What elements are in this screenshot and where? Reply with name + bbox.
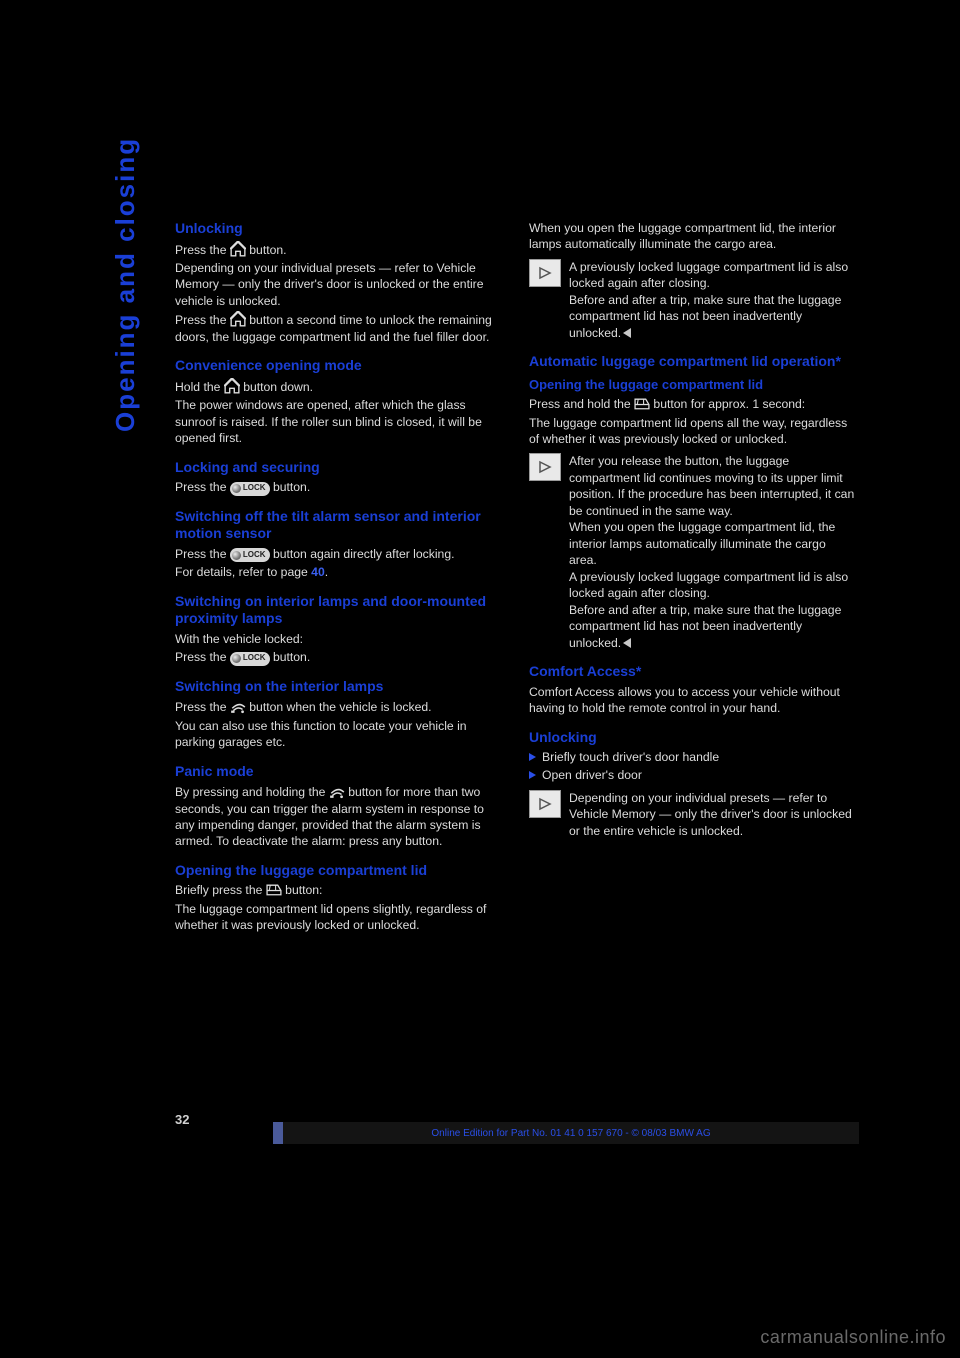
page-ref-link[interactable]: 40 [311,565,325,579]
signal-icon [329,783,345,797]
note-text: A previously locked luggage compartment … [569,259,855,341]
heading-interior-lamps-2: Switching on the interior lamps [175,678,501,696]
list-item: Open driver's door [529,767,855,783]
bullet-icon [529,753,536,761]
trunk-icon [634,396,650,410]
bullet-icon [529,771,536,779]
heading-comfort-access: Comfort Access* [529,663,855,681]
footer-bar: Online Edition for Part No. 01 41 0 157 … [273,1122,859,1144]
page-number: 32 [175,1112,189,1127]
content-area: Unlocking Press the button. Depending on… [175,220,855,936]
note-icon [529,790,561,818]
body-text: Press the LOCK button again directly aft… [175,546,501,563]
note-callout: After you release the button, the luggag… [529,453,855,651]
note-text: After you release the button, the luggag… [569,453,855,651]
note-callout: Depending on your individual presets — r… [529,790,855,839]
body-text: Comfort Access allows you to access your… [529,684,855,717]
body-text: You can also use this function to locate… [175,718,501,751]
body-text: When you open the luggage compartment li… [529,220,855,253]
body-text: For details, refer to page 40. [175,564,501,580]
heading-tilt-sensor: Switching off the tilt alarm sensor and … [175,508,501,543]
body-text: The luggage compartment lid opens slight… [175,901,501,934]
body-text: Press the button when the vehicle is loc… [175,698,501,715]
body-text: Press the LOCK button. [175,479,501,496]
heading-interior-lamps-1: Switching on interior lamps and door-mou… [175,593,501,628]
watermark: carmanualsonline.info [760,1327,946,1348]
footer-text: Online Edition for Part No. 01 41 0 157 … [431,1128,710,1139]
list-item: Briefly touch driver's door handle [529,749,855,765]
heading-auto-luggage: Automatic luggage compartment lid operat… [529,353,855,371]
section-title: Opening and closing [110,137,141,432]
lock-icon: LOCK [230,652,270,666]
body-text: The power windows are opened, after whic… [175,397,501,446]
heading-panic: Panic mode [175,763,501,781]
right-column: When you open the luggage compartment li… [529,220,855,936]
heading-luggage-open: Opening the luggage compartment lid [175,862,501,880]
body-text: Hold the button down. [175,378,501,395]
house-icon [230,241,246,255]
body-text: Press the LOCK button. [175,649,501,666]
note-icon [529,259,561,287]
body-text: Press the button. [175,241,501,258]
end-marker-icon [623,328,631,338]
body-text: With the vehicle locked: [175,631,501,647]
house-icon [224,378,240,392]
left-column: Unlocking Press the button. Depending on… [175,220,501,936]
lock-icon: LOCK [230,482,270,496]
heading-unlocking: Unlocking [175,220,501,238]
heading-convenience: Convenience opening mode [175,357,501,375]
lock-icon: LOCK [230,548,270,562]
note-icon [529,453,561,481]
body-text: Press the button a second time to unlock… [175,311,501,345]
signal-icon [230,698,246,712]
heading-locking: Locking and securing [175,459,501,477]
note-callout: A previously locked luggage compartment … [529,259,855,341]
body-text: Briefly press the button: [175,882,501,898]
manual-page: Opening and closing Unlocking Press the … [0,0,960,1358]
subheading-opening: Opening the luggage compartment lid [529,377,855,393]
end-marker-icon [623,638,631,648]
body-text: By pressing and holding the button for m… [175,783,501,850]
body-text: Press and hold the button for approx. 1 … [529,396,855,412]
heading-unlocking-2: Unlocking [529,729,855,747]
house-icon [230,311,246,325]
body-text: Depending on your individual presets — r… [175,260,501,309]
body-text: The luggage compartment lid opens all th… [529,415,855,448]
trunk-icon [266,882,282,896]
note-text: Depending on your individual presets — r… [569,790,855,839]
